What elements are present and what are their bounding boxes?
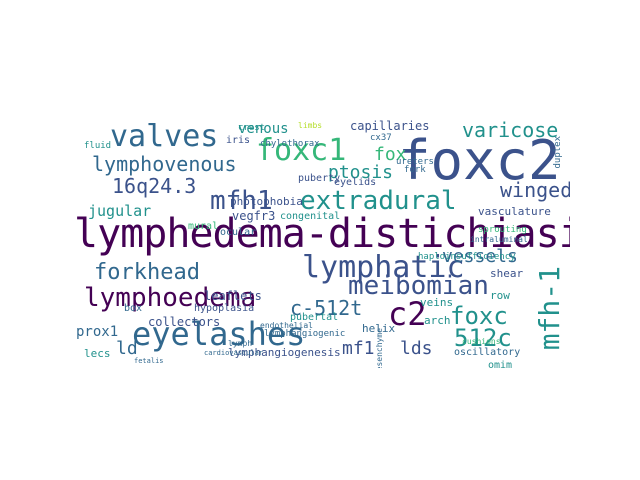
word-vegfr3: vegfr3 [232, 209, 276, 223]
word-eyelashes: eyelashes [132, 315, 306, 353]
word-vasculature: vasculature [478, 205, 551, 218]
word-ocular: ocular [220, 227, 257, 238]
word-ptosis: ptosis [328, 162, 394, 183]
word-lecs: lecs [84, 347, 111, 360]
word-congenital: congenital [280, 211, 341, 222]
word-forkhead: forkhead [94, 260, 200, 285]
word-16q24-3: 16q24.3 [112, 174, 197, 198]
word-oscillatory: oscillatory [454, 347, 521, 358]
word-capillaries: capillaries [350, 119, 430, 133]
word-row: row [490, 289, 510, 302]
word-collectors: collectors [148, 315, 221, 329]
word-cloud: foxc2 lymphedema-distichiasis valves fox… [70, 118, 570, 368]
word-cardiovascular: cardiovascular [204, 349, 264, 357]
word-lymph: lymph [228, 339, 253, 348]
word-eyelids: eyelids [334, 177, 377, 188]
word-duplex: duplex [553, 136, 563, 169]
word-leaflets: leaflets [204, 289, 262, 303]
word-mesenchyme: mesenchyme [375, 328, 384, 368]
word-iris: iris [226, 135, 251, 146]
word-foxc2: foxc2 [398, 129, 561, 192]
word-lymphoedema: lymphoedema [84, 283, 257, 313]
word-intraluminal: intraluminal [470, 235, 528, 244]
word-hypoplasia: hypoplasia [194, 303, 255, 314]
word-sprouting: sprouting [478, 225, 527, 235]
word-c2: c2 [388, 295, 427, 333]
word-limbs: limbs [298, 121, 323, 130]
word-cushions: cushions [462, 337, 501, 346]
word-box: box [124, 303, 143, 314]
word-foxc1: foxc1 [256, 133, 347, 168]
word-cx37: cx37 [370, 133, 392, 143]
word-lds: lds [400, 338, 433, 359]
word-arch: arch [424, 314, 451, 327]
word-fetalis: fetalis [134, 357, 164, 365]
word-chylothorax: chylothorax [260, 139, 320, 149]
word-shear: shear [490, 267, 524, 280]
word-endothelial: endothelial [260, 321, 313, 330]
word-lymphangiogenic: lymphangiogenic [264, 329, 346, 339]
word-ureters: ureters [396, 157, 434, 167]
word-winged: winged [500, 178, 570, 202]
word-haploinsufficiency: haploinsufficiency [418, 252, 516, 262]
word-photophobia: photophobia [230, 195, 303, 208]
word-veins: veins [420, 296, 454, 309]
word-fox: fox [374, 144, 407, 165]
word-mfh-1: mfh-1 [533, 266, 566, 351]
word-lymphatic: lymphatic [302, 250, 465, 285]
word-fork: fork [404, 165, 426, 175]
word-mural: mural [188, 221, 219, 232]
word-lymphangiogenesis: lymphangiogenesis [228, 346, 341, 359]
word-lymphovenous: lymphovenous [92, 152, 237, 176]
word-puberty: puberty [298, 173, 341, 184]
word-varicose: varicose [462, 118, 559, 142]
word-omim: omim [488, 360, 513, 369]
word-crest: crest [238, 123, 266, 133]
word-ld: ld [116, 338, 138, 359]
word-pubertal: pubertal [290, 312, 339, 323]
word-prox1: prox1 [76, 324, 119, 340]
word-mfh1: mfh1 [210, 186, 273, 216]
word-c-512t: c-512t [290, 296, 363, 320]
word-foxc: foxc [450, 302, 508, 330]
word-extradural: extradural [300, 186, 457, 216]
word-valves: valves [110, 119, 219, 154]
word-vessels: vessels [442, 246, 518, 267]
word-fluid: fluid [84, 141, 112, 151]
word-mf1: mf1 [342, 338, 375, 359]
word-jugular: jugular [88, 202, 152, 220]
word-512c: 512c [454, 324, 512, 352]
word-helix: helix [362, 322, 396, 335]
word-lymphedema-distichiasis: lymphedema-distichiasis [74, 211, 570, 257]
word-venous: venous [238, 121, 289, 137]
word-meibomian: meibomian [348, 271, 489, 301]
